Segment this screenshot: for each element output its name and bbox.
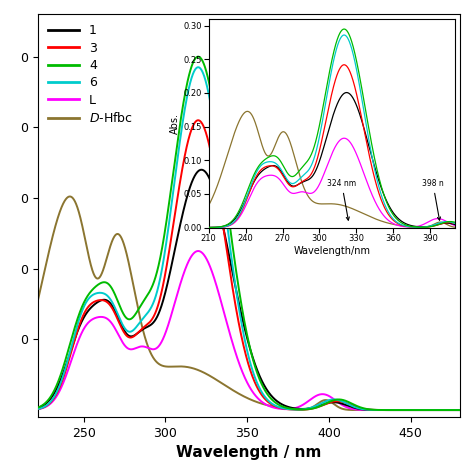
X-axis label: Wavelength/nm: Wavelength/nm bbox=[293, 246, 370, 256]
Y-axis label: Abs.: Abs. bbox=[170, 113, 180, 134]
Text: 398 n: 398 n bbox=[422, 179, 444, 220]
X-axis label: Wavelength / nm: Wavelength / nm bbox=[176, 446, 321, 460]
Text: 324 nm: 324 nm bbox=[327, 179, 356, 220]
Legend: 1, 3, 4, 6, L, $\mathit{D}$-Hfbc: 1, 3, 4, 6, L, $\mathit{D}$-Hfbc bbox=[44, 20, 137, 129]
